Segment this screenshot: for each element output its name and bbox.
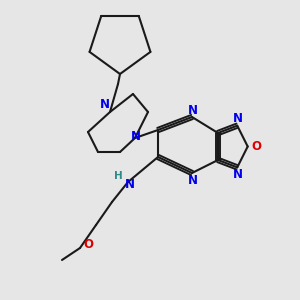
Text: N: N xyxy=(188,173,198,187)
Text: O: O xyxy=(252,140,262,153)
Text: N: N xyxy=(188,103,198,116)
Text: N: N xyxy=(233,112,243,125)
Text: H: H xyxy=(114,171,122,181)
Text: N: N xyxy=(125,178,135,190)
Text: O: O xyxy=(83,238,93,251)
Text: N: N xyxy=(233,168,243,181)
Text: N: N xyxy=(131,130,141,143)
Text: N: N xyxy=(100,98,110,112)
